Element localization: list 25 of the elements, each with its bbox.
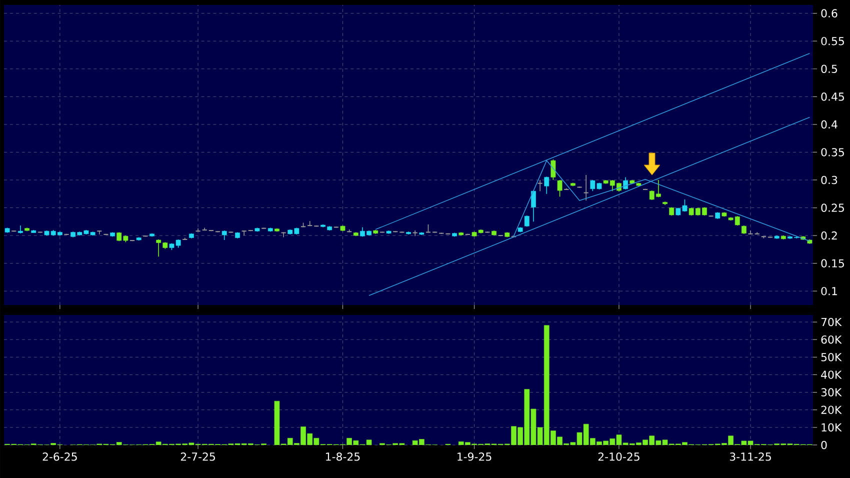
y-tick-label: 0.3	[821, 176, 838, 184]
y-tick-label: 10K	[822, 423, 842, 432]
y-tick-label: 0.4	[821, 120, 838, 129]
y-tick-label: 70K	[821, 318, 842, 326]
x-tick-label: 2-10-25	[598, 452, 640, 461]
x-tick-label: 1-9-25	[458, 452, 492, 461]
y-tick-label: 20K	[821, 406, 842, 414]
y-tick-label: 0.5	[821, 64, 837, 74]
x-tick-label: 1-8-25	[326, 452, 360, 461]
y-tick-label: 30K	[821, 388, 842, 396]
y-tick-label: 0.15	[821, 259, 844, 268]
y-tick-label: 0.2	[821, 231, 837, 240]
x-tick-label: 3-11-25	[730, 452, 771, 461]
y-tick-label: 0.45	[821, 92, 844, 101]
x-tick-label: 2-6-25	[42, 452, 77, 461]
y-tick-label: 0.25	[821, 204, 844, 212]
y-tick-label: 0	[821, 440, 827, 450]
y-tick-label: 0.55	[821, 36, 844, 46]
y-tick-label: 50K	[821, 353, 842, 362]
x-tick-label: 2-7-25	[180, 452, 215, 461]
y-tick-label: 60K	[821, 335, 842, 344]
y-tick-label: 0.1	[821, 286, 837, 296]
y-tick-label: 0.35	[821, 148, 844, 156]
y-tick-label: 0.6	[821, 9, 838, 18]
y-tick-label: 40K	[821, 370, 842, 379]
